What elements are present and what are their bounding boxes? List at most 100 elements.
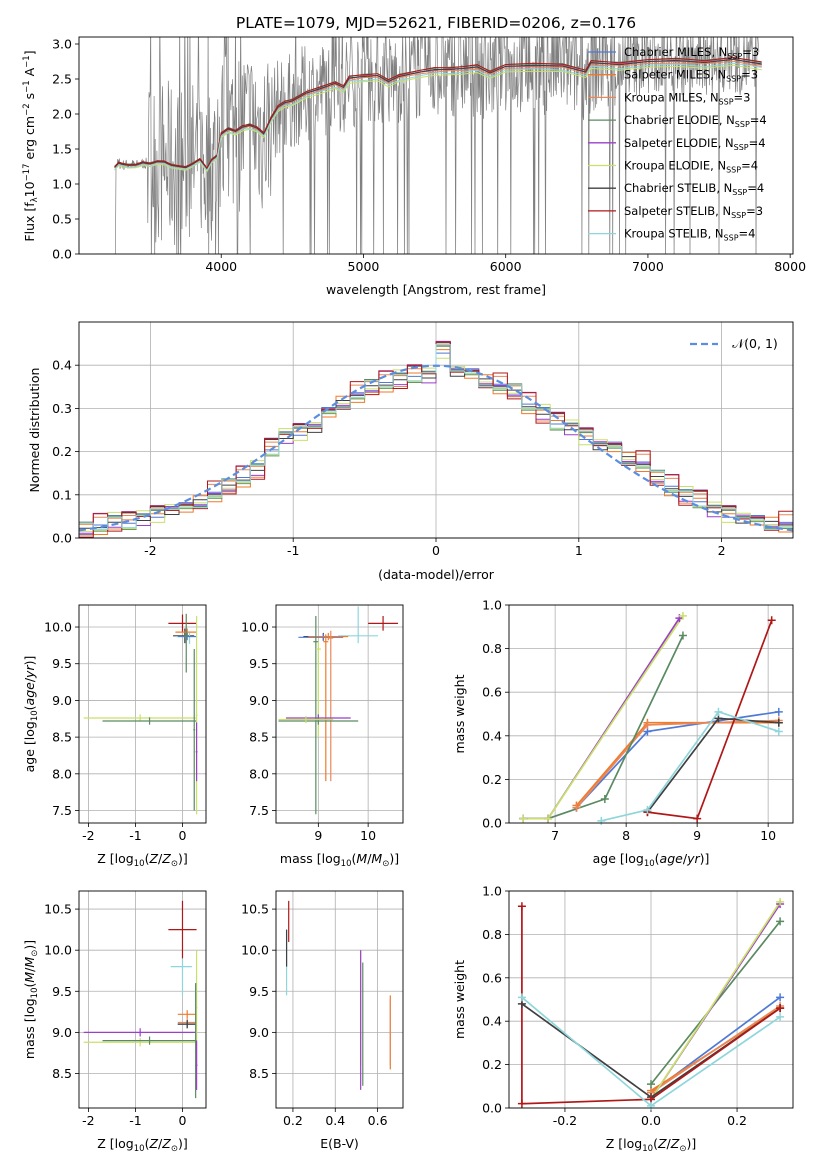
x-tick-label: 5000: [348, 259, 380, 274]
x-tick-label: -1: [129, 1113, 141, 1128]
data-point-marker: [678, 631, 687, 640]
axes-frame: [275, 890, 404, 1109]
x-tick-label: -2: [82, 1113, 94, 1128]
axes-frame: [508, 604, 794, 824]
residual-histogram-panel: -2 -1 0 1 2 0.0 0.1 0.2 0.3 0.4 𝒩(0, 1) (data-model…: [27, 321, 794, 582]
data-point-marker: [600, 795, 609, 804]
data-point-marker: [774, 727, 783, 736]
x-tick-label: 0: [432, 543, 440, 558]
y-tick-label: 8.5: [249, 730, 269, 745]
legend-label: Salpeter MILES, NSSP=3: [624, 68, 758, 84]
x-tick-label: 8: [622, 828, 630, 843]
data-point-marker: [643, 805, 652, 814]
series-line: [650, 901, 781, 1100]
y-tick-label: 0.0: [482, 1101, 502, 1116]
data-point-marker: [714, 707, 723, 716]
data-point-marker: [519, 814, 528, 823]
data-point-marker: [774, 707, 783, 716]
y-tick-label: 0.4: [52, 358, 72, 373]
y-tick-label: 0.4: [482, 1014, 502, 1029]
data-point-marker: [517, 902, 526, 911]
series-line: [523, 635, 684, 820]
age-vs-metallicity-panel: -2 -1 0 7.5 8.0 8.5 9.0 9.5 10.0 Z [log10(Z/Z⊙)] a…: [22, 604, 207, 869]
data-point-marker: [517, 993, 526, 1002]
data-point-marker: [572, 803, 581, 812]
y-tick-label: 10.0: [241, 620, 269, 635]
axes-frame: [275, 604, 404, 824]
y-tick-label: 8.5: [249, 1066, 269, 1081]
x-tick-label: -0.2: [553, 1113, 577, 1128]
x-tick-label: 0: [179, 828, 187, 843]
axes-frame: [78, 890, 207, 1109]
residual-histogram-step: [79, 342, 793, 538]
x-tick-label: 4000: [205, 259, 237, 274]
y-axis-label: mass weight: [452, 674, 467, 753]
data-point-marker: [517, 1099, 526, 1108]
y-tick-label: 0.0: [52, 531, 72, 546]
series-line: [601, 710, 780, 822]
y-axis-label: age [log10(age/yr)]: [22, 656, 40, 773]
data-point-marker: [776, 917, 785, 926]
y-tick-label: 10.5: [241, 902, 269, 917]
y-tick-label: 1.5: [52, 142, 72, 157]
y-tick-label: 10.0: [44, 620, 72, 635]
x-tick-label: -2: [144, 543, 156, 558]
x-tick-label: -1: [129, 828, 141, 843]
mass-weight-vs-metallicity-panel: -0.2 0.0 0.2 0.0 0.2 0.4 0.6 0.8 1.0 Z [log10(Z/Z…: [452, 884, 794, 1154]
y-tick-label: 0.1: [52, 487, 72, 502]
line-plot-area: [523, 615, 780, 822]
y-tick-label: 3.0: [52, 37, 72, 52]
y-axis-label: mass [log10(M/M⊙)]: [22, 940, 40, 1059]
y-tick-label: 0.2: [52, 444, 72, 459]
y-tick-label: 9.0: [249, 1025, 269, 1040]
x-axis-label: Z [log10(Z/Z⊙)]: [606, 1136, 696, 1154]
figure-title: PLATE=1079, MJD=52621, FIBERID=0206, z=0…: [236, 14, 636, 32]
mass-weight-vs-age-panel: 7 8 9 10 0.0 0.2 0.4 0.6 0.8 1.0 age [log10(age/yr…: [452, 598, 794, 869]
x-axis-label: age [log10(age/yr)]: [593, 851, 710, 869]
data-point-marker: [776, 993, 785, 1002]
y-tick-label: 10.0: [241, 943, 269, 958]
model-spectrum-line: [114, 64, 762, 173]
errorbar-plot-area: [285, 900, 391, 1090]
axes-frame: [78, 321, 794, 539]
legend-label: Chabrier STELIB, NSSP=4: [624, 181, 764, 197]
histogram-plot-area: [79, 340, 793, 538]
y-tick-label: 0.6: [482, 970, 502, 985]
model-spectrum-line: [114, 62, 762, 172]
x-tick-label: 2: [718, 543, 726, 558]
y-tick-label: 0.0: [52, 247, 72, 262]
model-spectrum-line: [114, 56, 762, 169]
axes-frame: [78, 36, 794, 255]
data-point-marker: [678, 611, 687, 620]
y-tick-label: 9.0: [52, 1025, 72, 1040]
mass-vs-metallicity-panel: -2 -1 0 8.5 9.0 9.5 10.0 10.5 Z [log10(Z/Z⊙)] mas…: [22, 890, 207, 1154]
residual-histogram-step: [79, 344, 793, 538]
model-spectrum-line: [114, 58, 762, 170]
x-tick-label: 0.6: [368, 1113, 388, 1128]
spectrum-panel: 4000 5000 6000 7000 8000 0.0 0.5 1.0 1.5 2.0 2.5 3.…: [22, 36, 806, 298]
y-tick-label: 9.0: [249, 693, 269, 708]
y-tick-label: 0.8: [482, 927, 502, 942]
y-tick-label: 1.0: [482, 598, 502, 613]
y-tick-label: 9.5: [249, 984, 269, 999]
y-tick-label: 0.0: [482, 816, 502, 831]
legend-label: 𝒩(0, 1): [732, 336, 778, 351]
series-line: [523, 615, 684, 820]
legend-label: Chabrier MILES, NSSP=3: [624, 45, 759, 61]
x-tick-label: -1: [287, 543, 299, 558]
y-tick-label: 0.3: [52, 401, 72, 416]
data-point-marker: [776, 897, 785, 906]
errorbar-plot-area: [278, 606, 399, 815]
y-tick-label: 2.5: [52, 72, 72, 87]
x-axis-label: wavelength [Angstrom, rest frame]: [326, 282, 546, 297]
legend-label: Salpeter STELIB, NSSP=3: [624, 204, 763, 220]
y-tick-label: 10.0: [44, 943, 72, 958]
y-tick-label: 9.5: [249, 656, 269, 671]
data-point-marker: [544, 814, 553, 823]
x-tick-label: 10: [360, 828, 376, 843]
normal-distribution-curve: [79, 364, 793, 532]
legend-label: Kroupa STELIB, NSSP=4: [624, 227, 755, 243]
x-tick-label: 0: [179, 1113, 187, 1128]
x-tick-label: 7000: [632, 259, 664, 274]
